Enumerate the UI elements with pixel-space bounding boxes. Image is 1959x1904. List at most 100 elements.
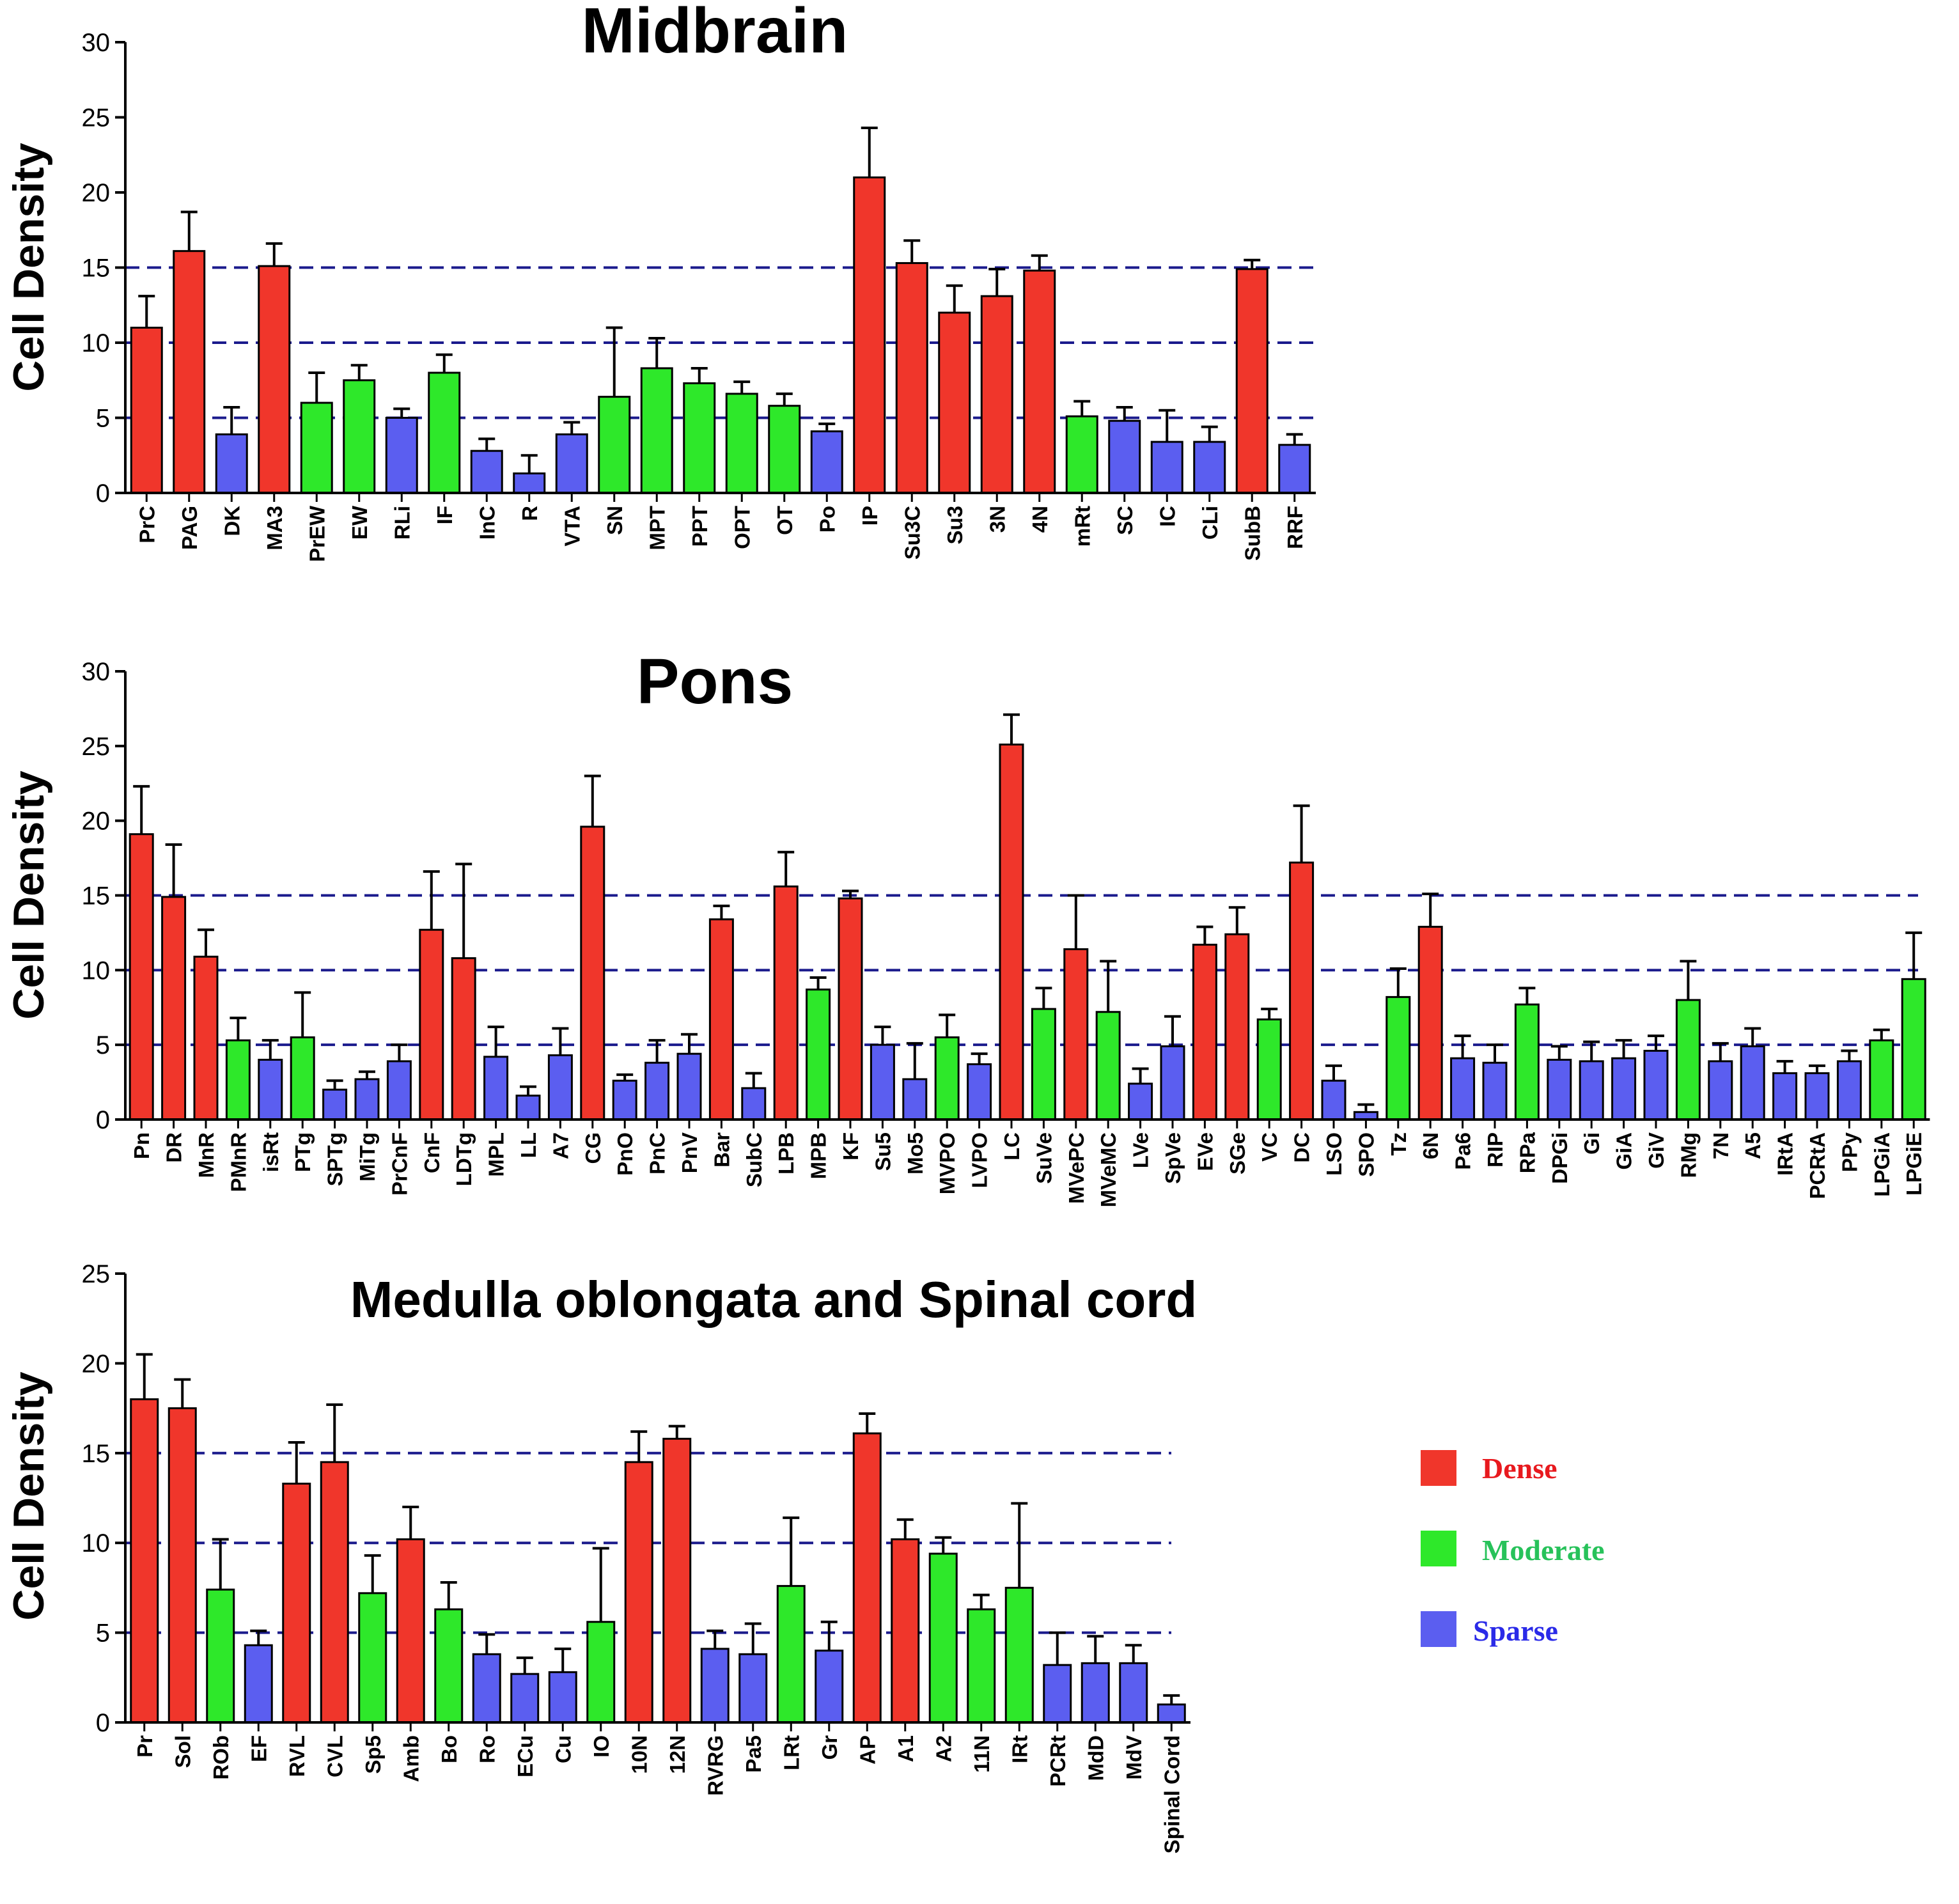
- x-tick-label: Su3C: [900, 506, 924, 559]
- bar: [343, 379, 376, 494]
- bar: [548, 1671, 577, 1724]
- bar: [451, 957, 476, 1121]
- x-tick-label: MA3: [263, 506, 286, 550]
- x-tick-label: R: [518, 506, 542, 521]
- x-tick-label: Ro: [475, 1735, 499, 1763]
- x-tick-label: ECu: [513, 1735, 537, 1777]
- bar: [215, 433, 248, 494]
- bar: [741, 1087, 767, 1121]
- x-tick-label: LPGiE: [1902, 1132, 1926, 1196]
- x-tick-label: RMg: [1676, 1132, 1700, 1178]
- bar: [1482, 1061, 1508, 1121]
- x-tick-label: EVe: [1193, 1132, 1217, 1171]
- bar: [640, 367, 673, 494]
- x-tick-label: PMnR: [226, 1132, 250, 1192]
- x-tick-label: InC: [475, 506, 499, 540]
- chart-title: Pons: [637, 646, 793, 717]
- x-tick-label: 4N: [1028, 506, 1052, 533]
- chart-title: Midbrain: [582, 0, 848, 66]
- x-tick-label: PPT: [688, 506, 712, 547]
- x-tick-label: IRtA: [1774, 1132, 1797, 1176]
- bar: [1289, 861, 1315, 1121]
- x-tick-label: EW: [348, 505, 371, 540]
- bar: [1023, 269, 1056, 494]
- x-tick-label: GiA: [1612, 1132, 1636, 1170]
- x-tick-label: CG: [581, 1132, 605, 1164]
- x-tick-label: A2: [932, 1735, 955, 1762]
- y-axis-label: Cell Density: [4, 143, 53, 391]
- x-tick-label: RLi: [390, 506, 414, 540]
- y-tick-label: 30: [82, 658, 111, 686]
- bar: [513, 472, 546, 494]
- y-tick-label: 0: [96, 1709, 110, 1737]
- y-tick-label: 0: [96, 1106, 110, 1134]
- bar: [1065, 415, 1098, 494]
- bar: [1063, 948, 1089, 1121]
- bar: [1740, 1045, 1765, 1121]
- bar: [1278, 444, 1311, 494]
- x-tick-label: RVL: [285, 1735, 309, 1777]
- x-tick-label: A1: [894, 1735, 917, 1762]
- x-tick-label: A5: [1741, 1132, 1765, 1159]
- x-tick-label: IRt: [1008, 1735, 1031, 1763]
- x-tick-label: SGe: [1226, 1132, 1249, 1174]
- legend-swatch-moderate: [1421, 1531, 1456, 1566]
- x-tick-label: isRt: [259, 1132, 283, 1172]
- x-tick-label: 6N: [1419, 1132, 1442, 1159]
- legend-label-moderate: Moderate: [1482, 1534, 1605, 1566]
- bar: [419, 928, 444, 1121]
- x-tick-label: Po: [815, 506, 839, 533]
- x-tick-label: Su3: [943, 506, 967, 545]
- bar: [773, 885, 799, 1121]
- bar: [1869, 1039, 1894, 1121]
- midbrain-chart: Midbrain Cell Density PrC PAG DK MA3 PrEW EW R…: [4, 0, 1321, 562]
- bar: [708, 918, 734, 1121]
- bar: [1193, 441, 1226, 494]
- bar: [354, 1078, 380, 1121]
- bar: [322, 1088, 348, 1121]
- bar: [934, 1036, 960, 1121]
- x-tick-label: OPT: [730, 506, 754, 549]
- x-tick-label: MVePC: [1065, 1132, 1088, 1204]
- bar: [1119, 1662, 1148, 1724]
- x-tick-label: VTA: [560, 506, 584, 547]
- x-tick-label: SubB: [1240, 506, 1264, 561]
- bar: [386, 1060, 412, 1121]
- bar: [999, 743, 1024, 1121]
- bar: [1901, 978, 1926, 1121]
- x-tick-label: Gr: [818, 1735, 841, 1760]
- legend-item-dense: Dense: [1421, 1450, 1557, 1486]
- x-tick-label: EF: [247, 1735, 270, 1762]
- bar: [515, 1095, 541, 1121]
- bar: [1643, 1050, 1669, 1121]
- bar: [258, 1059, 283, 1121]
- bar: [258, 265, 291, 494]
- x-tick-label: OT: [773, 506, 797, 535]
- bar: [161, 896, 187, 1121]
- bar: [815, 1650, 844, 1724]
- bar: [1004, 1586, 1034, 1724]
- x-tick-label: SPTg: [324, 1132, 347, 1186]
- x-tick-label: MPT: [645, 506, 669, 550]
- bar: [385, 417, 418, 494]
- bar: [870, 1043, 895, 1121]
- bar: [1081, 1662, 1110, 1724]
- x-tick-label: PPy: [1838, 1132, 1861, 1172]
- x-tick-label: 10N: [627, 1735, 651, 1774]
- x-tick-label: MPL: [485, 1132, 508, 1177]
- x-tick-label: SuVe: [1032, 1132, 1056, 1184]
- bar: [1772, 1072, 1798, 1121]
- bar: [130, 327, 163, 494]
- bar: [676, 1052, 702, 1121]
- x-tick-label: Pr: [133, 1735, 157, 1758]
- x-tick-label: Spinal Cord: [1160, 1735, 1183, 1853]
- x-tick-label: GiV: [1644, 1132, 1668, 1169]
- y-tick-label: 10: [82, 329, 111, 357]
- bar: [580, 825, 605, 1121]
- bar: [1192, 944, 1217, 1121]
- x-tick-label: PrCnF: [387, 1132, 411, 1196]
- bar: [902, 1078, 928, 1121]
- bar: [1128, 1082, 1153, 1121]
- bar: [624, 1461, 653, 1724]
